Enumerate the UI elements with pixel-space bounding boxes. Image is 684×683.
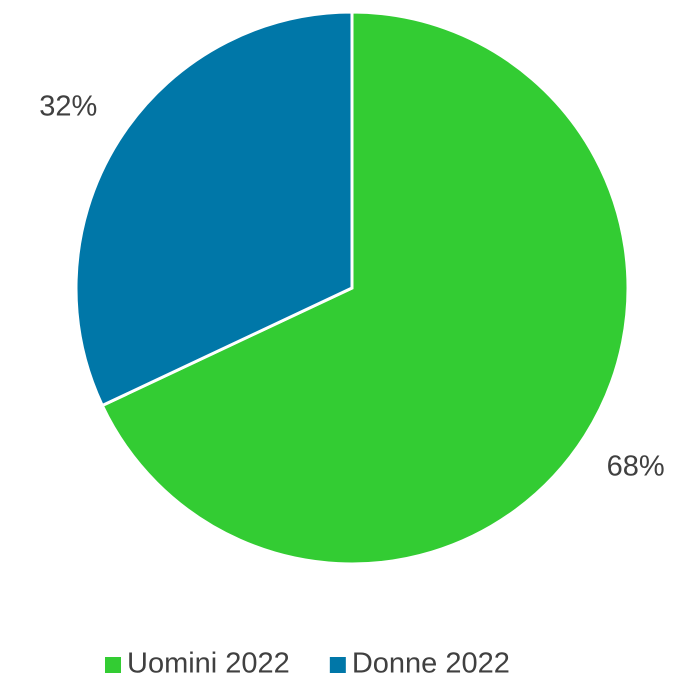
legend-label: Uomini 2022 xyxy=(127,648,290,680)
legend-marker xyxy=(329,657,346,673)
data-label: 32% xyxy=(39,91,97,123)
pie-slice xyxy=(74,10,354,408)
legend-marker xyxy=(105,657,121,673)
legend-label: Donne 2022 xyxy=(352,648,510,680)
data-label: 68% xyxy=(607,451,665,483)
pie-slice xyxy=(100,10,630,566)
